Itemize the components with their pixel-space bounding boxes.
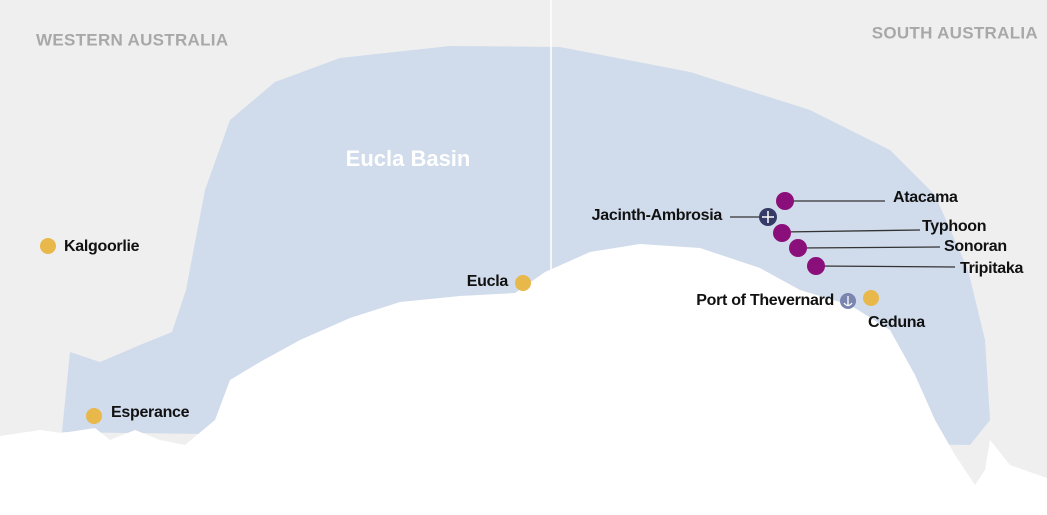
mine-icon <box>762 211 774 223</box>
project-marker <box>789 239 807 257</box>
region-label: SOUTH AUSTRALIA <box>872 23 1038 42</box>
project-label: Atacama <box>893 189 958 206</box>
basin-label: Eucla Basin <box>346 146 471 171</box>
port-icon <box>843 296 853 307</box>
project-marker <box>807 257 825 275</box>
region-label: WESTERN AUSTRALIA <box>36 30 228 49</box>
project-marker <box>776 192 794 210</box>
mine-label: Jacinth-Ambrosia <box>592 207 723 224</box>
town-label: Eucla <box>467 273 509 290</box>
leader-line <box>797 246 941 249</box>
town-marker <box>86 408 102 424</box>
town-label: Kalgoorlie <box>64 238 140 255</box>
project-label: Tripitaka <box>960 260 1024 277</box>
project-marker <box>773 224 791 242</box>
town-label: Ceduna <box>868 314 925 331</box>
ocean <box>0 244 1047 515</box>
project-label: Typhoon <box>922 218 986 235</box>
leader-line <box>815 265 956 268</box>
project-label: Sonoran <box>944 238 1007 255</box>
leader-line <box>781 229 921 233</box>
town-marker <box>863 290 879 306</box>
town-marker <box>515 275 531 291</box>
port-label: Port of Thevernard <box>696 292 834 309</box>
town-marker <box>40 238 56 254</box>
town-label: Esperance <box>111 404 190 421</box>
